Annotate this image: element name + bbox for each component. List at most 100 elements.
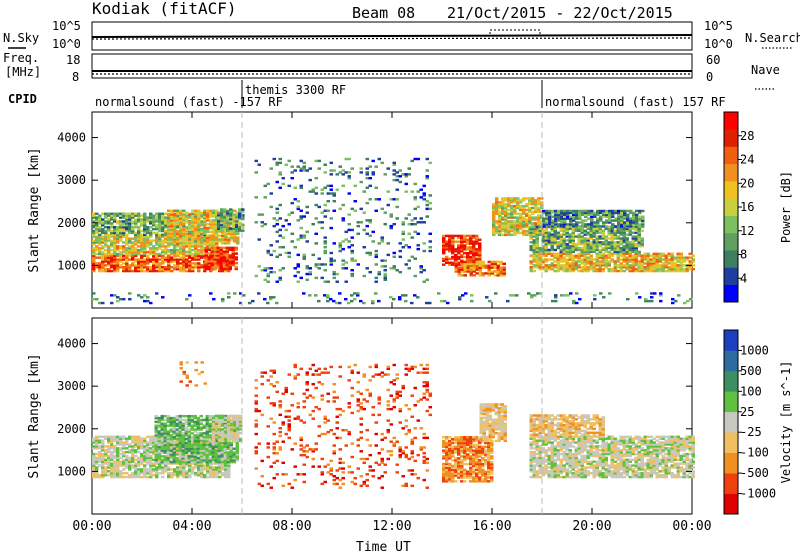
data-cell [161, 459, 165, 461]
data-cell [420, 188, 424, 190]
data-cell [369, 185, 373, 187]
data-cell [587, 266, 591, 268]
data-cell [226, 264, 230, 266]
data-cell [282, 246, 286, 248]
data-cell [233, 292, 237, 294]
data-cell [306, 279, 310, 281]
data-cell [510, 205, 514, 207]
data-cell [107, 226, 111, 228]
data-cell [191, 213, 195, 215]
data-cell [282, 225, 286, 227]
y-tick-label: 2000 [57, 216, 86, 230]
data-cell [617, 241, 621, 243]
data-cell [92, 438, 96, 440]
data-cell [113, 436, 117, 438]
data-cell [255, 221, 259, 223]
data-cell [164, 230, 168, 232]
data-cell [501, 222, 505, 224]
data-cell [170, 210, 174, 212]
data-cell [324, 246, 328, 248]
data-cell [297, 281, 301, 283]
data-cell [525, 203, 529, 205]
data-cell [590, 241, 594, 243]
data-cell [92, 445, 96, 447]
data-cell [396, 217, 400, 219]
data-cell [472, 235, 476, 237]
data-cell [137, 245, 141, 247]
data-cell [318, 221, 322, 223]
data-cell [173, 229, 177, 231]
data-cell [170, 417, 174, 419]
nsearch-label: N.Search [745, 31, 800, 45]
data-cell [620, 237, 624, 239]
data-cell [413, 294, 417, 296]
data-cell [146, 266, 150, 268]
data-cell [485, 265, 489, 267]
data-cell [95, 453, 99, 455]
data-cell [614, 225, 618, 227]
data-cell [348, 171, 352, 173]
data-cell [212, 210, 216, 212]
data-cell [291, 240, 295, 242]
data-cell [384, 223, 388, 225]
data-cell [318, 258, 322, 260]
data-cell [503, 263, 507, 265]
data-cell [267, 267, 271, 269]
data-cell [566, 226, 570, 228]
data-cell [476, 261, 480, 263]
data-cell [300, 227, 304, 229]
data-cell [683, 256, 687, 258]
data-cell [650, 255, 654, 257]
data-cell [276, 281, 280, 283]
data-cell [454, 248, 458, 250]
data-cell [635, 243, 639, 245]
data-cell [170, 249, 174, 251]
data-cell [554, 210, 558, 212]
data-cell [164, 455, 168, 457]
data-cell [315, 192, 319, 194]
data-cell [686, 256, 690, 258]
colorbar-tick-label: 12 [740, 224, 754, 238]
data-cell [665, 255, 669, 257]
data-cell [501, 216, 505, 218]
data-cell [557, 210, 561, 212]
y-tick-label: 3000 [57, 173, 86, 187]
data-cell [608, 292, 612, 294]
colorbar-title: Power [dB] [779, 171, 793, 243]
data-cell [530, 255, 534, 257]
data-cell [143, 258, 147, 260]
data-cell [288, 185, 292, 187]
data-cell [229, 247, 233, 249]
data-cell [191, 444, 195, 446]
data-cell [146, 436, 150, 438]
data-cell [351, 167, 355, 169]
data-cell [399, 271, 403, 273]
data-cell [119, 453, 123, 455]
data-cell [437, 292, 441, 294]
data-cell [519, 232, 523, 234]
data-cell [167, 229, 171, 231]
data-cell [131, 464, 135, 466]
data-cell [345, 158, 349, 160]
data-cell [348, 229, 352, 231]
data-cell [140, 255, 144, 257]
data-cell [429, 208, 433, 210]
data-cell [497, 265, 501, 267]
data-cell [531, 216, 535, 218]
data-cell [182, 423, 186, 425]
data-cell [173, 448, 177, 450]
noise-trace-search [92, 38, 692, 39]
data-cell [354, 210, 358, 212]
data-cell [324, 171, 328, 173]
data-cell [522, 230, 526, 232]
data-cell [533, 232, 537, 234]
data-cell [269, 296, 273, 298]
data-cell [309, 190, 313, 192]
data-cell [333, 192, 337, 194]
data-cell [158, 444, 162, 446]
data-cell [185, 442, 189, 444]
data-cell [554, 260, 558, 262]
data-cell [276, 223, 280, 225]
data-cell [107, 234, 111, 236]
